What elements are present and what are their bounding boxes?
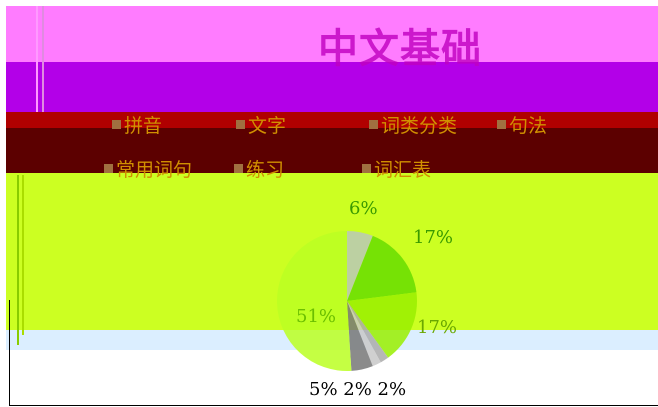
nav-item-characters[interactable]: 文字 xyxy=(236,111,286,138)
nav-item-label: 练习 xyxy=(246,159,285,181)
pie-slice xyxy=(347,301,381,367)
pie-slice xyxy=(347,301,373,371)
pie-label: 6% xyxy=(349,198,378,219)
bullet-icon xyxy=(112,120,121,129)
pie-chart xyxy=(274,228,420,374)
pie-slice xyxy=(347,235,417,301)
nav-item-label: 句法 xyxy=(509,115,548,137)
decorative-line xyxy=(17,175,19,345)
bullet-icon xyxy=(236,120,245,129)
nav-item-label: 拼音 xyxy=(124,115,163,137)
pie-slice xyxy=(347,301,389,363)
bullet-icon xyxy=(104,164,113,173)
nav-item-common-phrases[interactable]: 常用词句 xyxy=(104,155,192,182)
pie-label: 17% xyxy=(417,317,458,338)
pie-slice xyxy=(347,231,373,301)
nav-item-word-classes[interactable]: 词类分类 xyxy=(369,111,457,138)
pie-chart-svg xyxy=(277,231,417,371)
decorative-line xyxy=(42,6,44,112)
bullet-icon xyxy=(369,120,378,129)
decorative-line xyxy=(36,6,38,112)
nav-item-pinyin[interactable]: 拼音 xyxy=(112,111,162,138)
decorative-line xyxy=(22,175,24,335)
bullet-icon xyxy=(234,164,243,173)
nav-band-red xyxy=(6,112,658,128)
bullet-icon xyxy=(497,120,506,129)
bullet-icon xyxy=(362,164,371,173)
nav-item-label: 文字 xyxy=(248,115,287,137)
nav-item-label: 词汇表 xyxy=(374,159,432,181)
nav-item-syntax[interactable]: 句法 xyxy=(497,111,547,138)
header-band-purple xyxy=(6,62,658,112)
pie-label: 51% xyxy=(296,306,337,327)
nav-item-vocabulary[interactable]: 词汇表 xyxy=(362,155,431,182)
frame-line xyxy=(9,300,10,406)
nav-item-label: 词类分类 xyxy=(381,115,458,137)
pie-slice xyxy=(277,231,352,371)
pie-slice xyxy=(347,292,417,358)
page-title: 中文基础 xyxy=(318,26,482,72)
nav-band xyxy=(6,128,658,173)
pie-label: 17% xyxy=(413,227,454,248)
header-band xyxy=(6,6,658,62)
frame-line xyxy=(9,405,658,406)
pie-bottom-labels: 5% 2% 2% xyxy=(309,379,407,400)
nav-item-label: 常用词句 xyxy=(116,159,193,181)
nav-item-exercises[interactable]: 练习 xyxy=(234,155,284,182)
